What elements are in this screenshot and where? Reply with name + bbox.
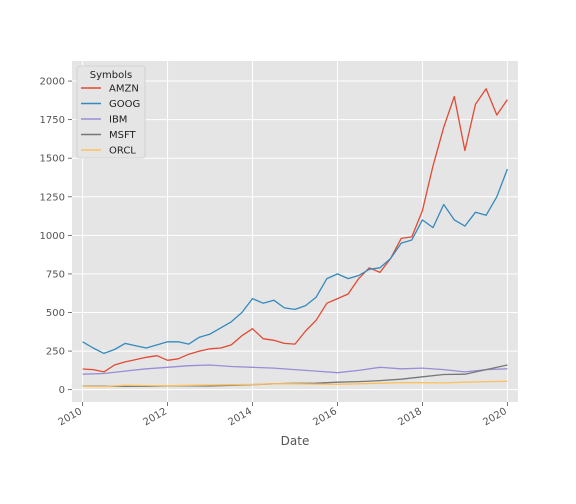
y-tick-label: 1000 <box>40 231 65 242</box>
y-tick-label: 2000 <box>40 77 65 88</box>
x-tick-label: 2014 <box>226 406 254 428</box>
legend-title: Symbols <box>90 70 132 81</box>
legend-items: AMZN GOOG IBM MSFT ORCL <box>81 84 140 157</box>
legend-label-goog: GOOG <box>109 99 140 110</box>
x-tick-label: 2020 <box>481 406 509 428</box>
series-line-ibm <box>82 364 508 375</box>
y-tick-label: 0 <box>59 385 65 396</box>
legend-label-msft: MSFT <box>109 130 137 141</box>
legend: Symbols AMZN GOOG IBM MSFT ORCL <box>76 65 146 159</box>
y-axis: 0 250 500 750 1000 1250 1500 1750 2000 <box>40 77 72 396</box>
grid <box>72 61 518 402</box>
x-tick-label: 2016 <box>311 406 339 428</box>
series-line-amzn <box>82 88 508 373</box>
x-axis-label: Date <box>281 434 310 448</box>
y-tick-label: 500 <box>46 308 65 319</box>
y-tick-label: 250 <box>46 347 65 358</box>
x-tick-label: 2010 <box>57 406 85 428</box>
y-tick-label: 1500 <box>40 154 65 165</box>
y-tick-label: 1750 <box>40 115 65 126</box>
x-tick-label: 2018 <box>396 406 424 428</box>
series-line-goog <box>82 168 509 355</box>
series-layer <box>82 88 509 388</box>
legend-label-orcl: ORCL <box>109 146 136 157</box>
x-axis: 2010 2012 2014 2016 2018 2020 <box>57 402 509 428</box>
x-tick-label: 2012 <box>142 406 170 428</box>
y-tick-label: 750 <box>46 269 65 280</box>
series-line-orcl <box>82 380 508 388</box>
y-tick-label: 1250 <box>40 192 65 203</box>
legend-label-ibm: IBM <box>109 115 127 126</box>
plot-area <box>72 61 518 402</box>
legend-label-amzn: AMZN <box>109 84 139 95</box>
